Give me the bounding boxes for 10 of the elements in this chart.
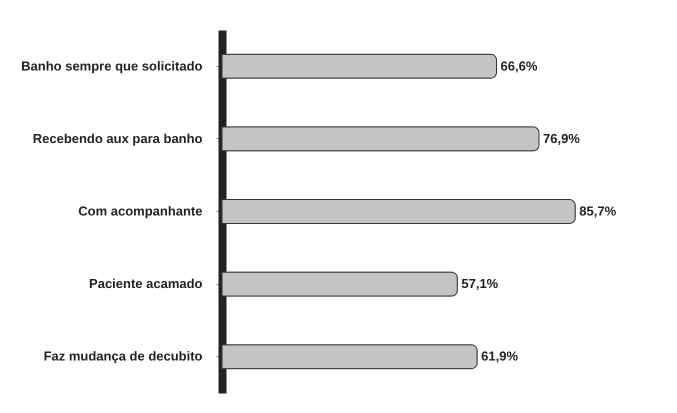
data-label: 76,9% [543, 130, 580, 146]
data-label: 66,6% [500, 58, 538, 74]
y-tick-label: Banho sempre que solicitado [21, 58, 203, 74]
data-label: 57,1% [461, 276, 499, 292]
y-tick-label: Recebendo aux para banho [32, 130, 203, 146]
data-label: 85,7% [579, 204, 617, 218]
y-tick-label: Com acompanhante [78, 204, 202, 218]
y-tick-label: Faz mudança de decubito [44, 348, 203, 364]
y-tick-label: Paciente acamado [89, 276, 203, 292]
data-label: 61,9% [481, 348, 518, 364]
